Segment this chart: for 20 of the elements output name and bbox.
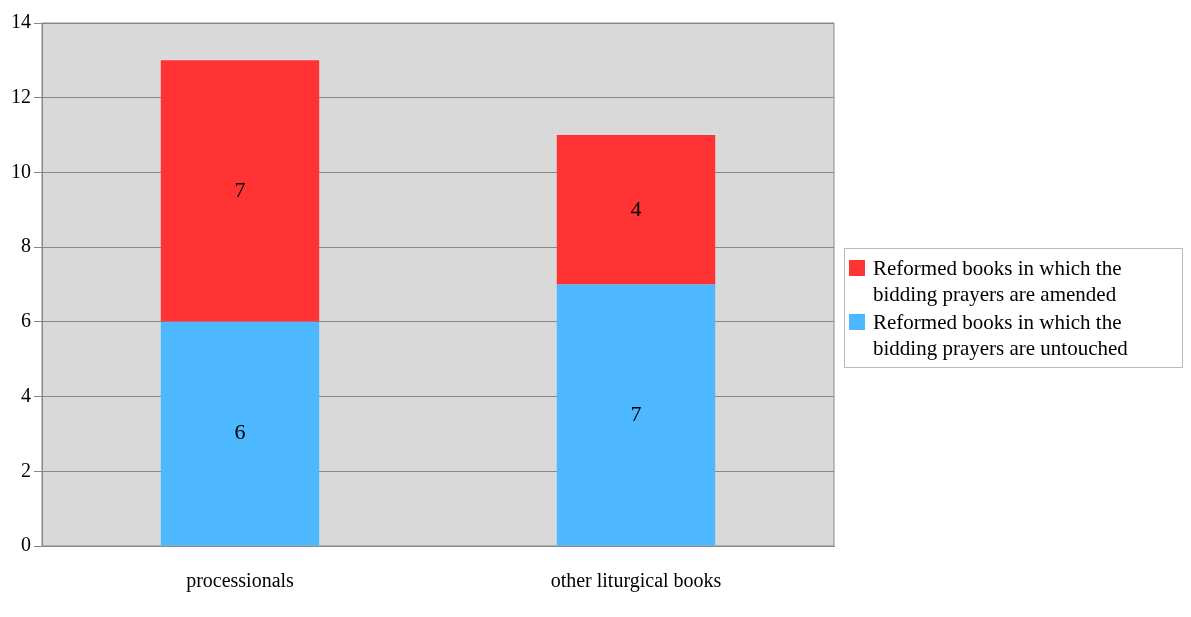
y-tick-label: 6 [21, 309, 31, 332]
y-tick-label: 4 [21, 383, 31, 406]
data-label: 7 [234, 176, 246, 202]
y-tick-label: 12 [11, 84, 31, 107]
bar [160, 60, 320, 322]
bar [160, 321, 320, 546]
bar [556, 135, 716, 285]
y-tick-label: 14 [11, 10, 31, 33]
y-tick-label: 2 [21, 458, 31, 481]
data-label: 4 [630, 195, 642, 221]
data-label: 7 [630, 400, 642, 426]
data-label: 6 [234, 419, 246, 445]
bar [556, 284, 716, 546]
y-tick-label: 0 [21, 533, 31, 556]
legend-label: Reformed books in which the bidding prayers are amended [873, 255, 1123, 307]
x-tick-label: other liturgical books [550, 569, 722, 593]
y-tick-label: 10 [11, 159, 31, 182]
legend-label: Reformed books in which the bidding prayers are untouched [873, 309, 1129, 361]
x-tick-label: processionals [186, 569, 295, 593]
y-tick-label: 8 [21, 234, 31, 257]
